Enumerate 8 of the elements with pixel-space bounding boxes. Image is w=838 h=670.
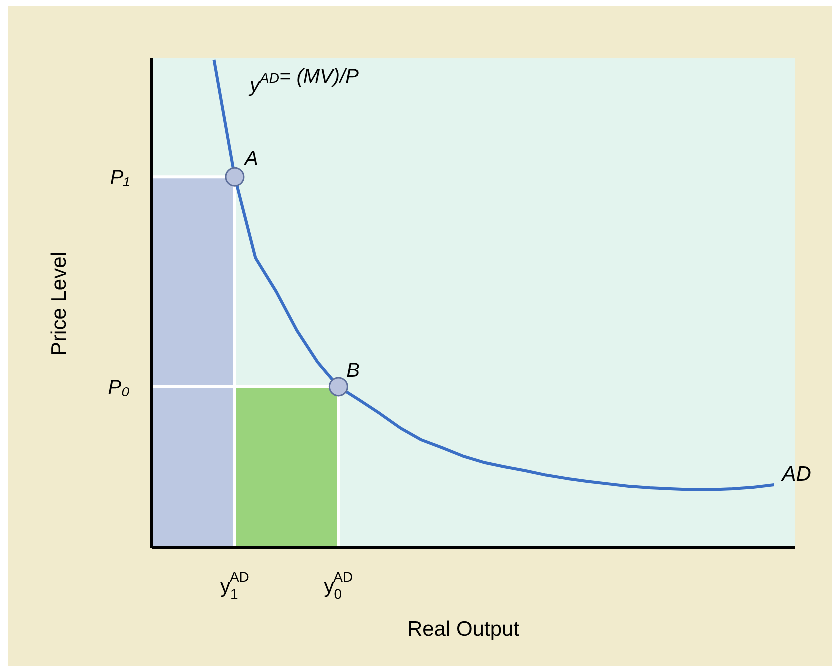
text: P₀ — [108, 376, 130, 399]
annotation: A — [244, 148, 258, 170]
x-axis-title: Real Output — [407, 618, 520, 641]
y-axis-title: Price Level — [48, 252, 71, 356]
text: P₁ — [110, 167, 130, 190]
annotation: B — [346, 360, 360, 382]
annotation: y$^{AD}$= (MV)/P — [248, 66, 360, 97]
series-label: AD — [780, 463, 812, 486]
